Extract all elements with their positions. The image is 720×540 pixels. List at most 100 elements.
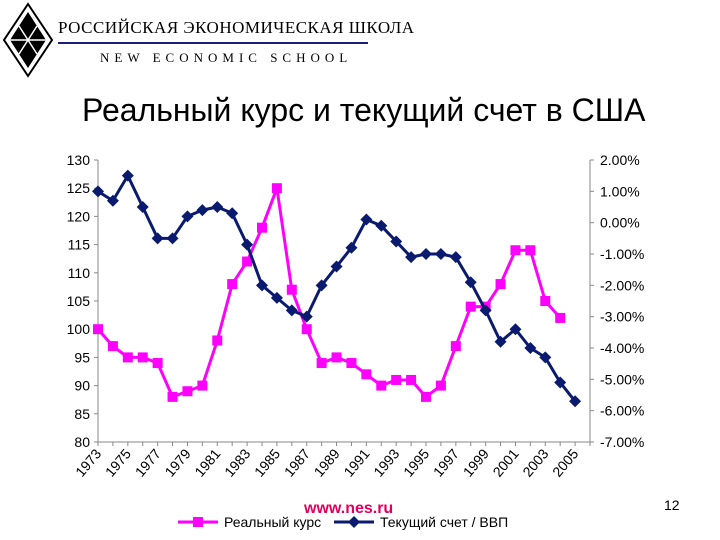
website-url[interactable]: www.nes.ru [304, 500, 394, 517]
x-axis-tick-label: 1981 [191, 445, 223, 479]
data-point-square [93, 324, 103, 335]
data-point-diamond [285, 304, 298, 317]
right-axis-tick-label: -5.00% [600, 371, 644, 387]
data-point-diamond [539, 351, 552, 364]
data-point-diamond [390, 235, 403, 248]
left-axis-tick-label: 125 [67, 180, 91, 196]
right-axis-tick-label: 1.00% [600, 183, 640, 199]
data-point-square [301, 324, 312, 335]
slide-title: Реальный курс и текущий счет в США [82, 92, 646, 128]
data-point-diamond [375, 219, 388, 232]
data-point-diamond [479, 304, 492, 317]
data-point-square [122, 352, 133, 363]
x-axis-tick-label: 2005 [549, 445, 581, 479]
data-point-diamond [181, 210, 194, 223]
x-axis-tick-label: 1989 [311, 445, 343, 479]
data-point-square [376, 380, 387, 391]
data-point-diamond [211, 201, 224, 213]
left-axis-tick-label: 120 [67, 208, 91, 224]
data-point-square [257, 222, 267, 233]
data-point-square [212, 335, 223, 346]
left-axis-tick-label: 85 [74, 406, 90, 422]
data-point-square [331, 352, 342, 363]
x-axis-tick-label: 1987 [281, 445, 313, 479]
data-point-square [435, 380, 446, 391]
x-axis-tick-label: 1979 [161, 445, 193, 479]
left-axis-tick-label: 100 [67, 321, 91, 337]
data-point-diamond [92, 185, 104, 198]
data-point-diamond [405, 251, 418, 264]
right-axis-tick-label: 0.00% [600, 215, 640, 231]
data-point-diamond [136, 201, 149, 213]
data-point-diamond [554, 376, 567, 389]
data-point-square [510, 245, 521, 256]
legend-label-ca: Текущий счет / ВВП [380, 514, 508, 530]
left-axis-tick-label: 110 [68, 265, 91, 281]
data-point-diamond [420, 248, 432, 260]
data-point-square [137, 352, 148, 363]
right-axis-tick-label: -6.00% [600, 403, 644, 419]
data-point-square [286, 284, 297, 295]
data-point-diamond [449, 251, 462, 264]
x-axis-tick-label: 1977 [132, 445, 164, 479]
right-axis-tick-label: -7.00% [600, 434, 644, 450]
nes-logo: РОССИЙСКАЯ ЭКОНОМИЧЕСКАЯ ШКОЛА NEW ECONO… [0, 0, 414, 80]
data-point-square [167, 391, 178, 402]
right-axis-tick-label: -2.00% [600, 277, 644, 293]
data-point-square [107, 341, 118, 352]
x-axis-tick-label: 1999 [460, 445, 492, 479]
legend-marker-ca [348, 516, 360, 528]
right-axis-tick-label: -4.00% [600, 340, 644, 356]
data-point-diamond [509, 323, 522, 336]
x-axis-tick-label: 1997 [430, 445, 462, 479]
x-axis-tick-label: 1973 [72, 445, 104, 479]
x-axis-tick-label: 2003 [519, 445, 551, 479]
data-point-diamond [524, 342, 537, 354]
series-line [96, 186, 562, 399]
data-point-diamond [464, 276, 477, 289]
data-point-diamond [226, 207, 239, 220]
data-point-square [346, 358, 357, 369]
left-axis-tick-label: 80 [74, 434, 90, 450]
data-point-square [555, 312, 566, 323]
x-axis-tick-label: 1983 [221, 445, 253, 479]
data-point-diamond [330, 260, 343, 273]
data-point-diamond [106, 194, 119, 207]
data-point-diamond [300, 310, 313, 323]
left-axis-tick-label: 115 [68, 237, 91, 253]
x-axis-tick-label: 1995 [400, 445, 432, 479]
legend-marker-rer [193, 517, 203, 527]
left-axis-tick-label: 105 [67, 293, 91, 309]
line-chart: 80 85 90 95 100 105 110 115 120 125 130 -7.00% -6.00… [67, 152, 645, 530]
data-point-diamond [121, 169, 134, 182]
data-point-square [152, 358, 163, 369]
data-point-square [197, 380, 208, 391]
data-point-diamond [241, 238, 254, 251]
x-axis-tick-label: 1975 [102, 445, 134, 479]
data-point-diamond [345, 241, 358, 254]
data-point-diamond [315, 279, 328, 292]
logo-title-en: NEW ECONOMIC SCHOOL [100, 50, 353, 65]
x-axis-tick-label: 1991 [340, 445, 372, 479]
data-point-square [495, 279, 506, 290]
data-point-square [391, 374, 402, 385]
data-point-diamond [151, 232, 164, 245]
x-axis-tick-label: 2001 [489, 445, 521, 479]
left-axis-tick-label: 130 [67, 152, 91, 168]
data-point-diamond [494, 335, 507, 348]
data-point-square [316, 358, 327, 369]
data-point-square [421, 391, 431, 402]
data-point-diamond [166, 232, 179, 245]
left-axis-tick-label: 90 [74, 378, 90, 394]
data-point-square [271, 183, 282, 194]
page-number: 12 [664, 497, 680, 513]
data-point-diamond [569, 395, 582, 408]
logo-divider [58, 42, 368, 44]
data-point-square [525, 245, 536, 256]
data-point-square [182, 386, 193, 397]
right-axis-tick-label: 2.00% [600, 152, 640, 168]
legend-label-rer: Реальный курс [224, 514, 321, 530]
logo-emblem-icon [2, 2, 54, 78]
data-point-square [465, 301, 476, 312]
logo-title-ru: РОССИЙСКАЯ ЭКОНОМИЧЕСКАЯ ШКОЛА [58, 18, 415, 37]
